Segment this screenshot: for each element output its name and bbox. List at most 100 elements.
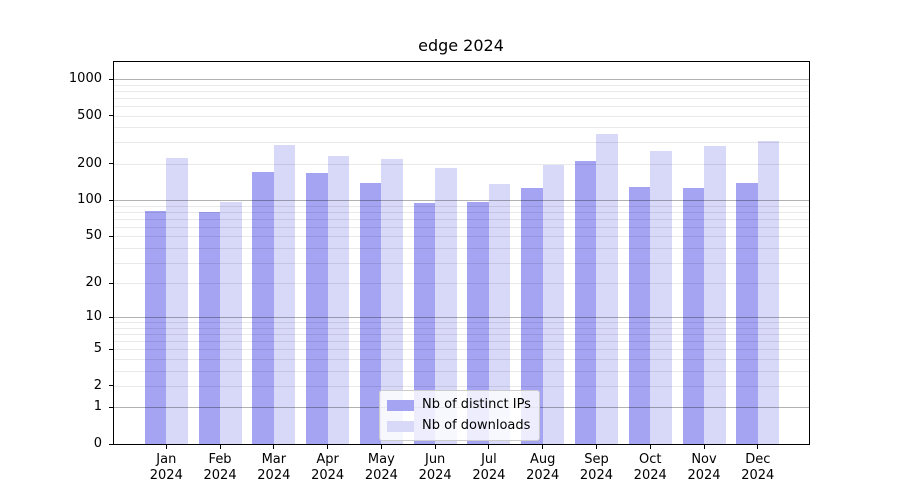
y-tick-mark-500	[109, 115, 113, 117]
x-tick-label-mar: Mar 2024	[257, 452, 291, 483]
y-tick-label-1000: 1000	[68, 71, 102, 86]
bar-downloads-aug	[542, 164, 565, 444]
bar-downloads-mar	[273, 144, 296, 444]
legend-entry-distinct-ips: Nb of distinct IPs	[387, 397, 531, 413]
y-tick-mark-200	[109, 163, 113, 165]
x-tick-label-jun: Jun 2024	[418, 452, 452, 483]
legend-label-downloads: Nb of downloads	[422, 418, 531, 433]
y-tick-mark-100	[109, 199, 113, 201]
x-tick-mark-feb	[219, 445, 221, 449]
minor-gridline-500	[114, 116, 809, 117]
x-tick-label-may: May 2024	[364, 452, 398, 483]
minor-gridline-200	[114, 164, 809, 165]
minor-gridline-80	[114, 212, 809, 213]
y-tick-mark-5	[109, 348, 113, 350]
bar-distinct-ips-jun	[413, 202, 436, 444]
y-tick-mark-1000	[109, 78, 113, 80]
minor-gridline-70	[114, 219, 809, 220]
x-tick-label-sep: Sep 2024	[579, 452, 613, 483]
y-tick-label-20: 20	[85, 275, 102, 291]
y-tick-mark-1	[109, 406, 113, 408]
minor-gridline-7	[114, 334, 809, 335]
y-tick-label-5: 5	[93, 341, 102, 357]
x-tick-label-jan: Jan 2024	[149, 452, 183, 483]
legend-swatch-distinct-ips	[387, 399, 414, 411]
y-tick-mark-20	[109, 282, 113, 284]
x-tick-mark-sep	[595, 445, 597, 449]
minor-gridline-50	[114, 236, 809, 237]
major-gridline-1000	[114, 79, 809, 80]
minor-gridline-2	[114, 386, 809, 387]
y-tick-mark-0	[109, 443, 113, 445]
major-gridline-100	[114, 200, 809, 201]
x-tick-mark-jan	[165, 445, 167, 449]
minor-gridline-40	[114, 248, 809, 249]
minor-gridline-300	[114, 142, 809, 143]
bar-downloads-feb	[220, 201, 242, 444]
legend-entry-downloads: Nb of downloads	[387, 418, 531, 434]
bar-distinct-ips-aug	[521, 188, 543, 444]
bar-distinct-ips-sep	[574, 160, 597, 444]
x-tick-label-jul: Jul 2024	[472, 452, 506, 483]
y-tick-label-2: 2	[93, 377, 102, 393]
bar-downloads-dec	[757, 140, 780, 444]
bar-downloads-jul	[488, 184, 511, 444]
x-tick-mark-dec	[757, 445, 759, 449]
major-gridline-10	[114, 317, 809, 318]
bar-downloads-sep	[596, 133, 618, 444]
x-tick-label-apr: Apr 2024	[311, 452, 345, 483]
x-tick-label-nov: Nov 2024	[687, 452, 721, 483]
bar-downloads-jun	[435, 168, 457, 444]
minor-gridline-20	[114, 283, 809, 284]
minor-gridline-90	[114, 206, 809, 207]
minor-gridline-600	[114, 106, 809, 107]
bar-downloads-jan	[166, 157, 188, 444]
minor-gridline-900	[114, 85, 809, 86]
minor-gridline-5	[114, 349, 809, 350]
y-tick-mark-50	[109, 235, 113, 237]
minor-gridline-700	[114, 98, 809, 99]
bar-downloads-apr	[327, 155, 350, 444]
chart-title: edge 2024	[418, 36, 504, 55]
minor-gridline-8	[114, 328, 809, 329]
x-tick-mark-jul	[488, 445, 490, 449]
y-tick-label-200: 200	[77, 155, 102, 171]
x-tick-mark-nov	[703, 445, 705, 449]
legend-swatch-downloads	[387, 420, 414, 432]
minor-gridline-4	[114, 359, 809, 360]
minor-gridline-400	[114, 127, 809, 128]
minor-gridline-60	[114, 227, 809, 228]
y-tick-label-10: 10	[85, 309, 102, 325]
minor-gridline-30	[114, 263, 809, 264]
bar-distinct-ips-nov	[682, 188, 704, 444]
x-tick-mark-mar	[273, 445, 275, 449]
x-tick-mark-oct	[649, 445, 651, 449]
minor-gridline-6	[114, 341, 809, 342]
minor-gridline-9	[114, 322, 809, 323]
x-tick-label-aug: Aug 2024	[526, 452, 560, 483]
x-tick-label-feb: Feb 2024	[203, 452, 237, 483]
bar-distinct-ips-may	[359, 183, 382, 444]
bar-downloads-oct	[650, 151, 672, 444]
x-tick-mark-may	[380, 445, 382, 449]
y-tick-label-500: 500	[77, 107, 102, 123]
bar-distinct-ips-dec	[736, 182, 758, 444]
x-tick-mark-apr	[327, 445, 329, 449]
y-tick-label-1: 1	[93, 399, 102, 415]
bar-downloads-nov	[704, 146, 726, 444]
y-tick-label-0: 0	[93, 436, 102, 451]
x-tick-label-oct: Oct 2024	[633, 452, 667, 483]
bar-distinct-ips-apr	[306, 172, 328, 444]
x-tick-mark-aug	[542, 445, 544, 449]
y-tick-mark-10	[109, 316, 113, 318]
bar-distinct-ips-jan	[144, 211, 167, 444]
minor-gridline-3	[114, 371, 809, 372]
bar-distinct-ips-oct	[628, 187, 651, 444]
y-tick-label-100: 100	[77, 192, 102, 208]
bar-downloads-may	[381, 159, 403, 444]
bar-distinct-ips-feb	[198, 212, 221, 444]
x-tick-mark-jun	[434, 445, 436, 449]
x-tick-label-dec: Dec 2024	[741, 452, 775, 483]
bar-distinct-ips-jul	[467, 202, 489, 444]
